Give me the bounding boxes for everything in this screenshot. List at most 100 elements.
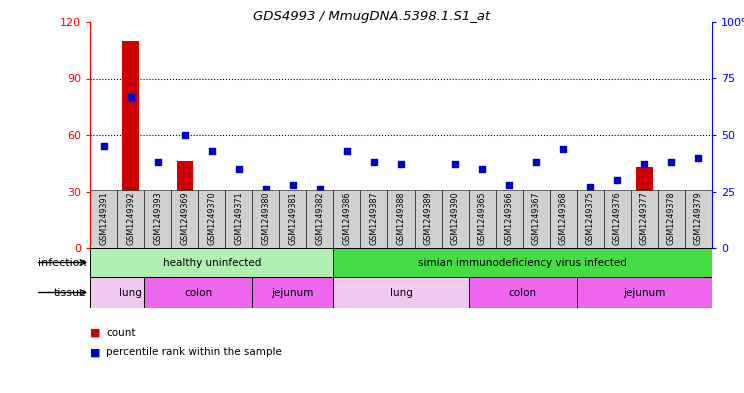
Bar: [501, 210, 517, 248]
Text: GSM1249377: GSM1249377: [640, 192, 649, 246]
Bar: [333, 248, 712, 277]
Bar: [528, 226, 545, 248]
Bar: [144, 277, 252, 308]
Text: ■: ■: [90, 328, 100, 338]
Text: GSM1249391: GSM1249391: [99, 192, 108, 245]
Bar: [474, 214, 490, 248]
Text: GSM1249378: GSM1249378: [667, 192, 676, 245]
Bar: [123, 41, 138, 248]
Bar: [690, 208, 707, 248]
Text: tissue: tissue: [54, 288, 86, 298]
Text: GSM1249371: GSM1249371: [234, 192, 243, 245]
Bar: [90, 277, 171, 308]
Bar: [393, 216, 409, 248]
Bar: [420, 214, 436, 248]
Bar: [685, 190, 712, 248]
Text: GSM1249370: GSM1249370: [207, 192, 217, 245]
Text: lung: lung: [390, 288, 412, 298]
Bar: [555, 191, 571, 248]
Bar: [225, 190, 252, 248]
Point: [395, 161, 407, 167]
Text: infection: infection: [38, 257, 86, 268]
Point: [152, 159, 164, 165]
Point: [341, 148, 353, 154]
Point: [206, 148, 218, 154]
Text: lung: lung: [119, 288, 142, 298]
Text: colon: colon: [509, 288, 536, 298]
Bar: [312, 226, 328, 248]
Point: [287, 182, 299, 188]
Bar: [339, 227, 355, 248]
Bar: [469, 190, 496, 248]
Point: [179, 132, 190, 138]
Bar: [144, 190, 171, 248]
Bar: [447, 231, 464, 248]
Text: GSM1249368: GSM1249368: [559, 192, 568, 245]
Point: [422, 191, 434, 197]
Bar: [117, 190, 144, 248]
Bar: [658, 190, 685, 248]
Text: GSM1249393: GSM1249393: [153, 192, 162, 245]
Bar: [360, 190, 388, 248]
Text: GSM1249387: GSM1249387: [370, 192, 379, 245]
Point: [476, 166, 488, 172]
Bar: [252, 190, 279, 248]
Text: colon: colon: [184, 288, 212, 298]
Text: GSM1249392: GSM1249392: [126, 192, 135, 246]
Bar: [307, 190, 333, 248]
Point: [124, 94, 136, 100]
Bar: [333, 190, 360, 248]
Point: [638, 161, 650, 167]
Text: GSM1249376: GSM1249376: [613, 192, 622, 245]
Bar: [150, 214, 166, 248]
Text: GSM1249367: GSM1249367: [532, 192, 541, 245]
Text: GSM1249365: GSM1249365: [478, 192, 487, 245]
Text: GSM1249375: GSM1249375: [586, 192, 594, 246]
Bar: [609, 216, 626, 248]
Bar: [442, 190, 469, 248]
Bar: [257, 229, 274, 248]
Bar: [577, 277, 712, 308]
Bar: [366, 191, 382, 248]
Bar: [631, 190, 658, 248]
Text: simian immunodeficiency virus infected: simian immunodeficiency virus infected: [418, 257, 627, 268]
Bar: [414, 190, 442, 248]
Bar: [496, 190, 523, 248]
Point: [260, 186, 272, 193]
Bar: [90, 190, 117, 248]
Point: [693, 154, 705, 161]
Bar: [285, 227, 301, 248]
Text: GSM1249382: GSM1249382: [315, 192, 324, 245]
Bar: [333, 277, 469, 308]
Bar: [90, 248, 333, 277]
Point: [584, 184, 596, 190]
Bar: [198, 190, 225, 248]
Point: [368, 159, 380, 165]
Bar: [171, 190, 198, 248]
Bar: [550, 190, 577, 248]
Text: GSM1249379: GSM1249379: [694, 192, 703, 246]
Text: GSM1249386: GSM1249386: [342, 192, 351, 245]
Text: GDS4993 / MmugDNA.5398.1.S1_at: GDS4993 / MmugDNA.5398.1.S1_at: [254, 10, 490, 23]
Point: [97, 143, 109, 149]
Point: [665, 159, 677, 165]
Point: [233, 166, 245, 172]
Point: [449, 161, 461, 167]
Text: GSM1249380: GSM1249380: [261, 192, 270, 245]
Bar: [469, 277, 577, 308]
Text: GSM1249366: GSM1249366: [504, 192, 513, 245]
Text: GSM1249381: GSM1249381: [289, 192, 298, 245]
Bar: [176, 162, 193, 248]
Text: GSM1249389: GSM1249389: [423, 192, 432, 245]
Bar: [252, 277, 333, 308]
Bar: [388, 190, 414, 248]
Bar: [523, 190, 550, 248]
Text: GSM1249388: GSM1249388: [397, 192, 405, 245]
Bar: [95, 207, 112, 248]
Point: [530, 159, 542, 165]
Bar: [577, 190, 604, 248]
Text: count: count: [106, 328, 136, 338]
Bar: [231, 207, 247, 248]
Text: jejunum: jejunum: [623, 288, 666, 298]
Point: [314, 186, 326, 193]
